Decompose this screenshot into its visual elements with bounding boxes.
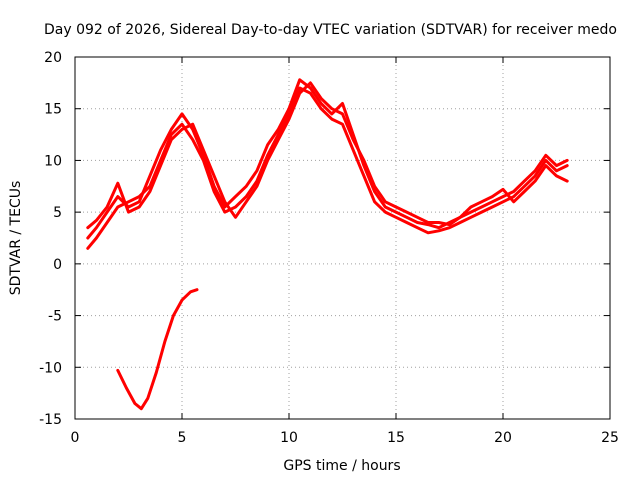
series-line-sat-track-1 <box>86 86 569 250</box>
y-tick-label: 10 <box>44 153 62 169</box>
plot-frame <box>74 56 611 420</box>
y-axis-label: SDTVAR / TECUs <box>8 181 24 296</box>
series-line-sat-track-3 <box>86 81 569 230</box>
x-tick-label: 5 <box>178 430 187 446</box>
x-tick-label: 20 <box>494 430 512 446</box>
x-tick-label: 0 <box>71 430 80 446</box>
x-tick-label: 25 <box>601 430 619 446</box>
y-tick-label: 15 <box>44 102 62 118</box>
series-line-sat-track-4 <box>116 288 199 411</box>
y-tick-label: 5 <box>53 205 62 221</box>
y-tick-label: 20 <box>44 50 62 66</box>
series-line-sat-track-2 <box>86 78 569 240</box>
x-tick-label: 10 <box>280 430 298 446</box>
x-axis-label: GPS time / hours <box>283 458 400 474</box>
data-series <box>86 78 569 411</box>
y-tick-label: -5 <box>48 309 62 325</box>
x-tick-label: 15 <box>387 430 405 446</box>
chart-title: Day 092 of 2026, Sidereal Day-to-day VTE… <box>44 22 617 38</box>
y-tick-label: -15 <box>39 412 62 428</box>
y-tick-label: -10 <box>39 360 62 376</box>
grid-lines <box>75 57 610 419</box>
y-tick-label: 0 <box>53 257 62 273</box>
axis-ticks <box>74 56 611 420</box>
axis-tick-labels: 0 5 10 15 20 25 -15 -10 -5 0 5 10 15 20 <box>39 50 619 446</box>
